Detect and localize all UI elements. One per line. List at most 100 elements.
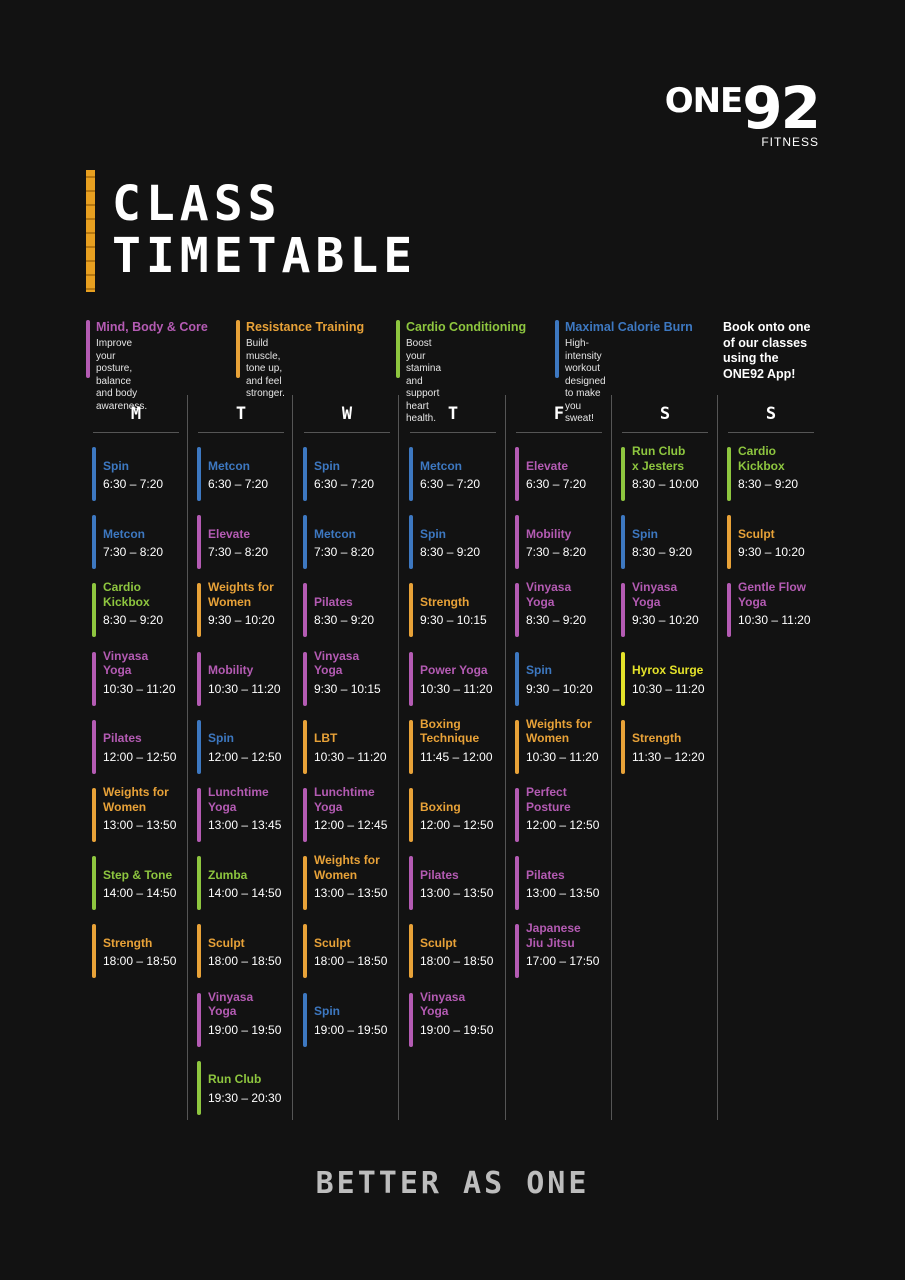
class-entry: Zumba 14:00 – 14:50 — [197, 856, 297, 911]
class-time: 6:30 – 7:20 — [314, 477, 375, 491]
class-name: Weights for Women — [208, 580, 274, 609]
class-entry: Elevate 7:30 – 8:20 — [197, 515, 297, 570]
class-name: Pilates — [103, 731, 142, 746]
class-category-bar — [303, 719, 307, 774]
class-category-bar — [515, 651, 519, 706]
class-time: 10:30 – 11:20 — [103, 681, 176, 696]
class-entry: Metcon 6:30 – 7:20 — [409, 447, 509, 501]
class-time: 7:30 – 8:20 — [314, 545, 375, 560]
class-name: Zumba — [208, 867, 248, 882]
class-category-bar — [515, 856, 519, 911]
class-time: 19:00 – 19:50 — [314, 1022, 388, 1037]
day-header-underline — [622, 432, 708, 433]
class-entry: Sculpt 18:00 – 18:50 — [303, 924, 403, 979]
class-name: Boxing Technique — [420, 716, 480, 746]
class-time: 8:30 – 9:20 — [420, 545, 481, 560]
class-time: 18:00 – 18:50 — [314, 954, 388, 969]
class-entry: Metcon 6:30 – 7:20 — [197, 447, 297, 501]
class-entry: Sculpt 9:30 – 10:20 — [727, 515, 827, 570]
class-category-bar — [409, 856, 413, 911]
class-entry: LBT 10:30 – 11:20 — [303, 719, 403, 774]
brand-logo: ONE92 FITNESS — [665, 79, 821, 149]
class-category-bar — [303, 924, 307, 979]
class-time: 12:00 – 12:45 — [314, 818, 388, 832]
class-name: Pilates — [526, 867, 565, 882]
class-name: Lunchtime Yoga — [208, 785, 269, 814]
class-category-bar — [303, 856, 307, 911]
class-name: Run Club x Jesters — [632, 444, 686, 473]
class-time: 14:00 – 14:50 — [103, 886, 177, 901]
class-category-bar — [197, 583, 201, 638]
class-name: Metcon — [103, 526, 145, 541]
class-name: Metcon — [420, 458, 462, 473]
logo-wordmark: ONE92 — [665, 79, 821, 137]
class-time: 13:00 – 13:50 — [420, 886, 494, 901]
class-category-bar — [197, 924, 201, 979]
class-name: Boxing — [420, 799, 461, 814]
class-entry: Run Club x Jesters 8:30 – 10:00 — [621, 444, 721, 501]
class-category-bar — [92, 651, 96, 706]
class-name: Vinyasa Yoga — [526, 580, 572, 609]
class-category-bar — [409, 447, 413, 501]
class-entry: Vinyasa Yoga 9:30 – 10:15 — [303, 649, 403, 706]
class-time: 12:00 – 12:50 — [420, 818, 494, 832]
class-name: Vinyasa Yoga — [420, 989, 466, 1019]
class-name: Strength — [632, 731, 682, 746]
class-name: Lunchtime Yoga — [314, 785, 375, 814]
class-category-bar — [92, 447, 96, 501]
class-category-bar — [515, 583, 519, 638]
class-category-bar — [727, 515, 731, 570]
class-name: Spin — [103, 458, 129, 473]
class-name: Sculpt — [420, 935, 457, 950]
class-name: Sculpt — [314, 935, 351, 950]
class-time: 10:30 – 11:20 — [632, 681, 705, 696]
class-time: 6:30 – 7:20 — [103, 477, 164, 491]
class-entry: Gentle Flow Yoga 10:30 – 11:20 — [727, 580, 827, 638]
class-name: Cardio Kickbox — [738, 444, 785, 473]
legend-color-bar — [86, 320, 90, 378]
class-entry: Strength 18:00 – 18:50 — [92, 924, 192, 979]
class-name: Elevate — [208, 526, 251, 541]
logo-92: 92 — [742, 74, 821, 142]
class-time: 11:45 – 12:00 — [420, 749, 493, 764]
class-category-bar — [515, 515, 519, 570]
column-divider — [398, 395, 399, 1120]
class-name: Strength — [420, 594, 470, 609]
class-name: Spin — [208, 731, 234, 746]
page-title: CLASS TIMETABLE — [112, 178, 417, 282]
title-line-2: TIMETABLE — [112, 228, 418, 284]
class-name: Sculpt — [738, 526, 775, 541]
day-header-underline — [728, 432, 814, 433]
class-time: 9:30 – 10:15 — [420, 613, 487, 628]
class-category-bar — [303, 447, 307, 501]
class-time: 9:30 – 10:20 — [632, 613, 699, 628]
class-entry: Strength 9:30 – 10:15 — [409, 583, 509, 638]
day-header-underline — [198, 432, 284, 433]
class-time: 12:00 – 12:50 — [526, 818, 600, 832]
class-time: 12:00 – 12:50 — [208, 749, 282, 764]
class-time: 14:00 – 14:50 — [208, 886, 282, 901]
class-entry: Spin 8:30 – 9:20 — [409, 515, 509, 570]
class-time: 19:00 – 19:50 — [420, 1022, 494, 1037]
class-time: 13:00 – 13:50 — [314, 886, 388, 901]
class-category-bar — [621, 719, 625, 774]
class-entry: Cardio Kickbox 8:30 – 9:20 — [92, 580, 192, 638]
class-name: Power Yoga — [420, 663, 488, 678]
class-category-bar — [303, 583, 307, 638]
day-header: T — [235, 404, 247, 424]
class-entry: Boxing Technique 11:45 – 12:00 — [409, 716, 509, 774]
legend-color-bar — [396, 320, 400, 378]
class-name: Weights for Women — [314, 853, 380, 882]
footer-slogan: BETTER AS ONE — [315, 1166, 590, 1201]
class-time: 8:30 – 9:20 — [632, 545, 693, 560]
class-time: 12:00 – 12:50 — [103, 749, 177, 764]
class-entry: Vinyasa Yoga 8:30 – 9:20 — [515, 580, 615, 638]
class-entry: Spin 6:30 – 7:20 — [92, 447, 192, 501]
day-header: F — [553, 404, 565, 424]
class-entry: Weights for Women 9:30 – 10:20 — [197, 580, 297, 638]
legend-description: High-intensity workout designed to make … — [565, 338, 606, 424]
column-divider — [187, 395, 188, 1120]
column-divider — [717, 395, 718, 1120]
class-time: 9:30 – 10:15 — [314, 681, 381, 696]
class-time: 10:30 – 11:20 — [314, 749, 387, 764]
